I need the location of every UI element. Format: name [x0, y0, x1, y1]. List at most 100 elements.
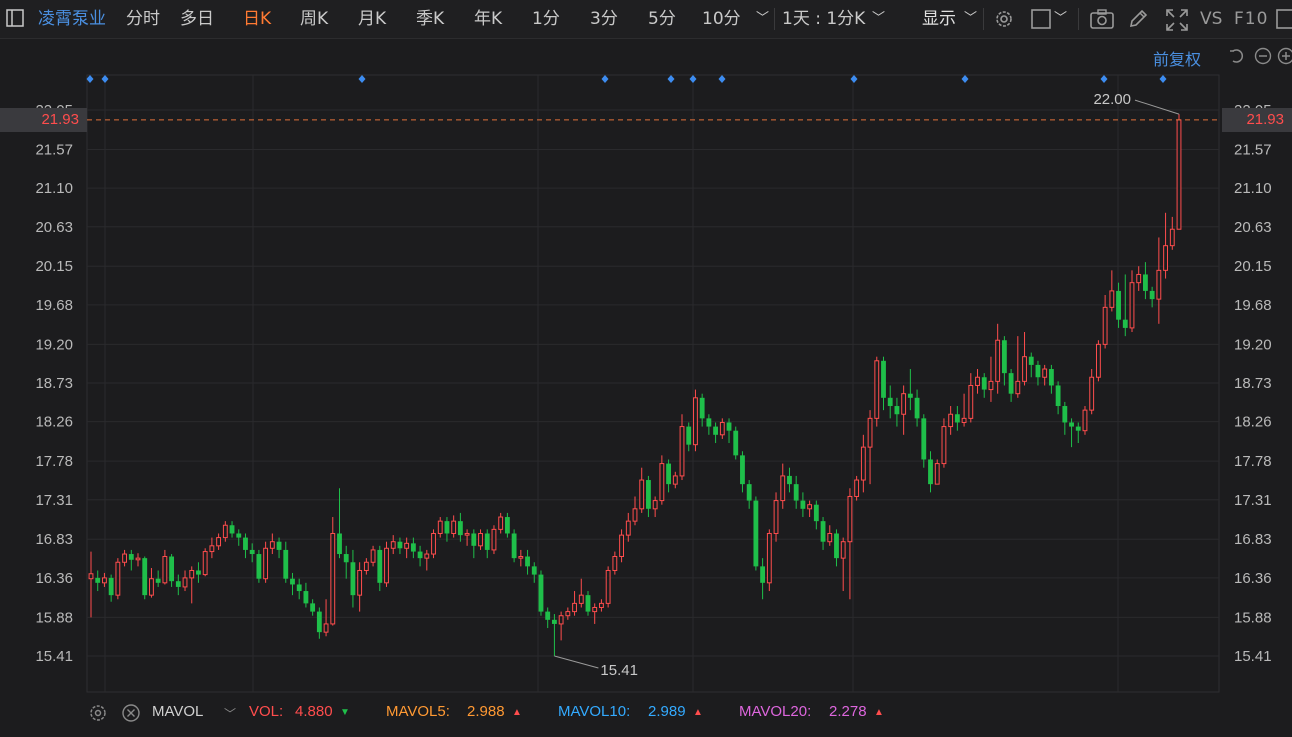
candle-body	[397, 541, 403, 549]
candle-body	[88, 573, 94, 580]
candle-body	[484, 533, 490, 550]
sidebar-toggle-icon[interactable]	[6, 9, 24, 27]
layout-chevron-down-icon[interactable]: ﹀	[1054, 11, 1068, 26]
adjust-mode-button[interactable]: 前复权	[1153, 50, 1202, 69]
candle-body	[995, 339, 1001, 382]
tab-yearly-k[interactable]: 年K	[474, 9, 503, 29]
candle-body	[363, 561, 369, 571]
candle-body	[652, 500, 658, 510]
y-axis-label-left: 20.63	[35, 219, 73, 236]
indicator-close-icon[interactable]	[121, 703, 141, 727]
zoom-out-icon[interactable]	[1254, 47, 1272, 70]
zoom-in-icon[interactable]	[1277, 47, 1292, 70]
tab-quarterly-k[interactable]: 季K	[416, 9, 445, 29]
candle-body	[666, 463, 671, 485]
event-marker-diamond-icon	[667, 75, 675, 83]
period-chevron-down-icon[interactable]: ﹀	[756, 11, 770, 26]
candle-body	[316, 611, 322, 633]
candle-body	[719, 421, 725, 436]
y-axis-label-right: 16.36	[1234, 570, 1272, 587]
candle-body	[269, 541, 275, 549]
tab-fenshi[interactable]: 分时	[126, 9, 160, 29]
display-menu[interactable]: 显示	[922, 9, 956, 29]
tab-10min[interactable]: 10分	[702, 9, 741, 29]
candle-body	[981, 377, 987, 390]
candle-body	[975, 376, 980, 386]
candle-body	[753, 500, 759, 567]
candle-body	[1082, 409, 1088, 432]
candle-body	[196, 570, 201, 575]
tab-3min[interactable]: 3分	[590, 9, 618, 29]
candle-body	[578, 594, 584, 604]
f10-button[interactable]: F10	[1234, 9, 1269, 29]
y-axis-label-left: 15.88	[35, 609, 73, 626]
fullscreen-icon[interactable]	[1166, 9, 1188, 36]
panel-right-icon[interactable]	[1276, 9, 1292, 34]
y-axis-label-right: 17.78	[1234, 453, 1272, 470]
tab-monthly-k[interactable]: 月K	[358, 9, 387, 29]
indicator-chevron-down-icon[interactable]: ﹀	[224, 707, 237, 721]
candle-body	[222, 524, 228, 539]
y-axis-label-left: 16.36	[35, 570, 73, 587]
tab-multiday[interactable]: 多日	[180, 9, 214, 29]
tab-weekly-k[interactable]: 周K	[300, 9, 329, 29]
candle-body	[296, 584, 302, 592]
settings-gear-icon[interactable]	[993, 8, 1015, 35]
high-price-label: 22.00	[1093, 91, 1131, 108]
indicator-name[interactable]: MAVOL	[152, 703, 204, 720]
tab-1min[interactable]: 1分	[532, 9, 560, 29]
candle-body	[122, 553, 127, 563]
candle-body	[545, 611, 551, 620]
layout-square-icon[interactable]	[1031, 9, 1051, 34]
candle-body	[464, 532, 470, 536]
candle-body	[95, 577, 101, 583]
mavol5-value: 2.988	[467, 703, 505, 720]
candle-body	[572, 602, 577, 613]
mavol10-label: MAVOL10:	[558, 703, 631, 720]
mavol5-up-arrow-icon: ▲	[512, 707, 522, 718]
candle-body	[357, 569, 363, 596]
indicator-settings-gear-icon[interactable]	[88, 703, 108, 727]
candle-body	[1136, 273, 1142, 284]
candle-body	[451, 520, 457, 534]
candle-body	[760, 566, 766, 583]
camera-icon[interactable]	[1090, 9, 1114, 34]
tab-5min[interactable]: 5分	[648, 9, 676, 29]
tab-daily-k[interactable]: 日K	[243, 9, 272, 29]
mavol20-label: MAVOL20:	[739, 703, 812, 720]
stock-name[interactable]: 凌霄泵业	[38, 9, 106, 29]
candle-body	[249, 549, 255, 555]
candle-body	[404, 542, 410, 549]
candle-body	[498, 516, 504, 530]
candle-body	[142, 558, 148, 596]
y-axis-label-right: 16.83	[1234, 531, 1272, 548]
candle-body	[874, 360, 880, 419]
candle-body	[1022, 356, 1027, 382]
candle-body	[1129, 282, 1135, 329]
candle-body	[1156, 269, 1162, 300]
candle-body	[1048, 369, 1054, 386]
candle-body	[585, 595, 591, 612]
candle-body	[787, 475, 792, 485]
undo-icon[interactable]	[1228, 47, 1246, 70]
candle-body	[1089, 376, 1095, 411]
low-price-label: 15.41	[600, 662, 638, 679]
candle-body	[1109, 290, 1115, 308]
candle-body	[686, 426, 692, 445]
candle-body	[646, 480, 651, 509]
candle-body	[1075, 426, 1081, 431]
candle-body	[162, 556, 168, 584]
candle-body	[766, 532, 772, 584]
candle-body	[370, 549, 376, 563]
y-axis-label-left: 20.15	[35, 258, 73, 275]
pencil-draw-icon[interactable]	[1128, 9, 1148, 34]
vs-button[interactable]: VS	[1200, 9, 1223, 29]
candle-body	[921, 418, 927, 460]
interval-select[interactable]: 1天 : 1分K	[782, 9, 866, 29]
interval-chevron-down-icon[interactable]: ﹀	[872, 11, 886, 26]
y-axis-label-right: 19.68	[1234, 297, 1272, 314]
candle-body	[820, 521, 826, 542]
display-chevron-down-icon[interactable]: ﹀	[964, 11, 978, 26]
event-marker-diamond-icon	[101, 75, 109, 83]
